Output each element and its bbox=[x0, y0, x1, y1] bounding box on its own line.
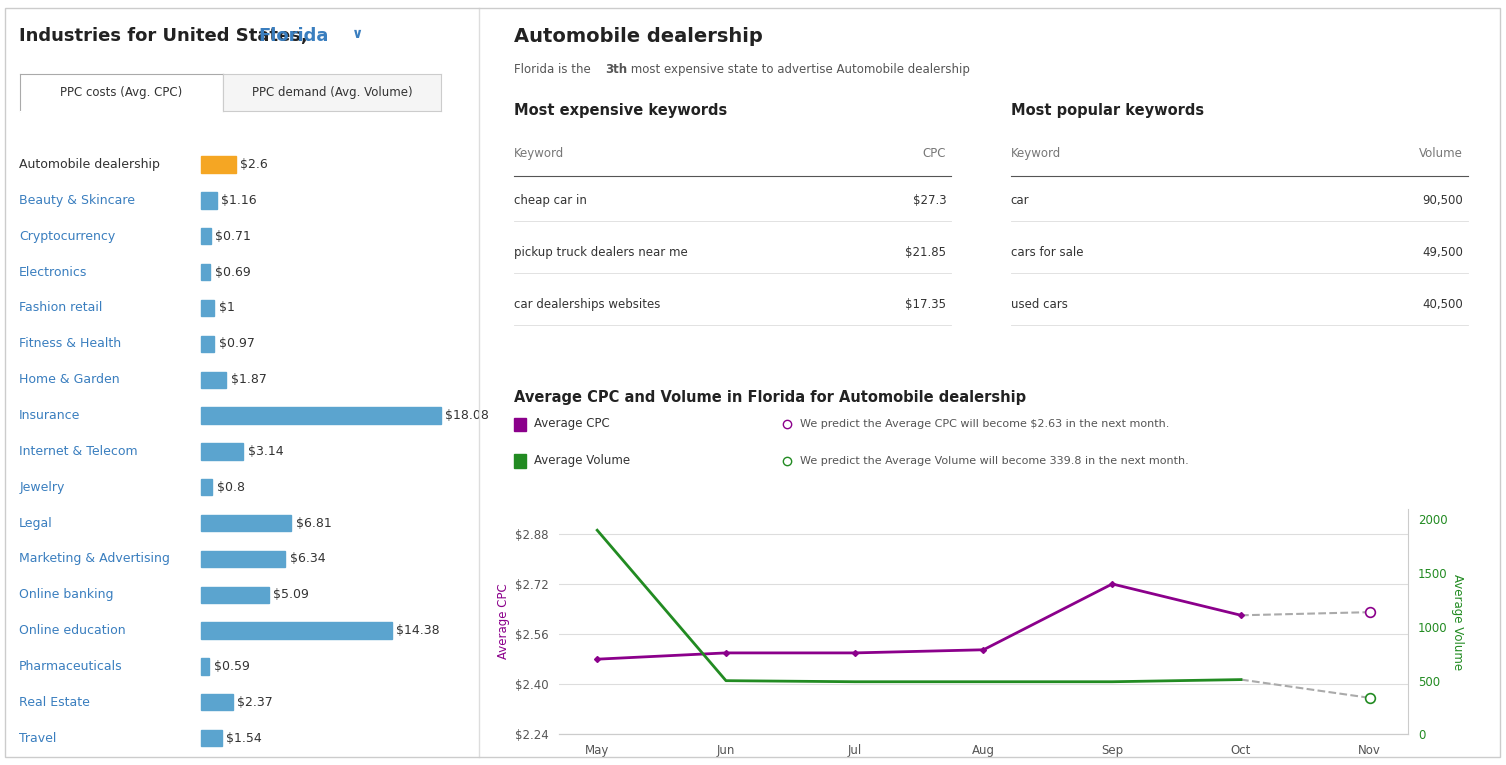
Text: 40,500: 40,500 bbox=[1422, 298, 1462, 311]
Text: Insurance: Insurance bbox=[20, 409, 80, 422]
Text: Average CPC: Average CPC bbox=[535, 418, 610, 430]
Text: Online banking: Online banking bbox=[20, 588, 113, 601]
Text: Travel: Travel bbox=[20, 731, 57, 744]
Text: $1.54: $1.54 bbox=[226, 731, 262, 744]
Text: $0.69: $0.69 bbox=[215, 265, 252, 278]
Text: Fitness & Health: Fitness & Health bbox=[20, 337, 122, 350]
Text: Real Estate: Real Estate bbox=[20, 696, 90, 708]
Text: PPC demand (Avg. Volume): PPC demand (Avg. Volume) bbox=[252, 86, 413, 99]
Text: $2.37: $2.37 bbox=[238, 696, 273, 708]
Y-axis label: Average Volume: Average Volume bbox=[1452, 574, 1464, 669]
Text: most expensive state to advertise Automobile dealership: most expensive state to advertise Automo… bbox=[626, 63, 970, 76]
Text: Internet & Telecom: Internet & Telecom bbox=[20, 445, 137, 457]
Bar bbox=[202, 443, 242, 460]
Text: Legal: Legal bbox=[20, 516, 53, 529]
Text: used cars: used cars bbox=[1011, 298, 1068, 311]
Bar bbox=[202, 264, 211, 280]
Text: 3th: 3th bbox=[605, 63, 628, 76]
Text: We predict the Average CPC will become $2.63 in the next month.: We predict the Average CPC will become $… bbox=[800, 418, 1170, 429]
Text: Average CPC and Volume in Florida for Automobile dealership: Average CPC and Volume in Florida for Au… bbox=[514, 390, 1026, 405]
Text: cheap car in: cheap car in bbox=[514, 194, 587, 207]
Text: $1: $1 bbox=[220, 301, 235, 314]
Bar bbox=[202, 300, 214, 316]
Text: $5.09: $5.09 bbox=[274, 588, 309, 601]
Text: Most popular keywords: Most popular keywords bbox=[1011, 103, 1203, 119]
Bar bbox=[514, 418, 527, 431]
Bar bbox=[202, 515, 291, 531]
Text: ∨: ∨ bbox=[352, 27, 363, 41]
Text: $3.14: $3.14 bbox=[247, 445, 283, 457]
Text: Home & Garden: Home & Garden bbox=[20, 373, 120, 386]
Text: Average Volume: Average Volume bbox=[535, 454, 631, 467]
Text: $18.08: $18.08 bbox=[446, 409, 489, 422]
Text: Cryptocurrency: Cryptocurrency bbox=[20, 230, 116, 243]
Text: Keyword: Keyword bbox=[514, 147, 565, 160]
Bar bbox=[202, 730, 221, 747]
Text: 90,500: 90,500 bbox=[1422, 194, 1462, 207]
Text: $0.97: $0.97 bbox=[218, 337, 255, 350]
Text: Electronics: Electronics bbox=[20, 265, 87, 278]
Text: Volume: Volume bbox=[1419, 147, 1462, 160]
Text: $27.3: $27.3 bbox=[913, 194, 946, 207]
Text: $0.59: $0.59 bbox=[214, 660, 250, 673]
Text: $0.8: $0.8 bbox=[217, 480, 244, 493]
Bar bbox=[202, 407, 441, 424]
Bar bbox=[202, 479, 212, 496]
Text: car: car bbox=[1011, 194, 1030, 207]
Bar bbox=[202, 694, 232, 711]
Text: Pharmaceuticals: Pharmaceuticals bbox=[20, 660, 123, 673]
Text: Beauty & Skincare: Beauty & Skincare bbox=[20, 194, 136, 207]
Text: Fashion retail: Fashion retail bbox=[20, 301, 102, 314]
Text: pickup truck dealers near me: pickup truck dealers near me bbox=[514, 246, 688, 259]
Bar bbox=[202, 336, 214, 352]
Bar bbox=[514, 454, 527, 468]
Text: We predict the Average Volume will become 339.8 in the next month.: We predict the Average Volume will becom… bbox=[800, 455, 1188, 466]
Bar bbox=[202, 228, 211, 245]
Text: Florida: Florida bbox=[259, 27, 328, 45]
Text: $17.35: $17.35 bbox=[905, 298, 946, 311]
Text: $0.71: $0.71 bbox=[215, 230, 252, 243]
Bar bbox=[202, 372, 226, 388]
Text: Most expensive keywords: Most expensive keywords bbox=[514, 103, 727, 119]
Text: Keyword: Keyword bbox=[1011, 147, 1062, 160]
Text: Automobile dealership: Automobile dealership bbox=[514, 27, 762, 46]
Text: CPC: CPC bbox=[923, 147, 946, 160]
Text: Online education: Online education bbox=[20, 624, 127, 637]
Text: cars for sale: cars for sale bbox=[1011, 246, 1083, 259]
Text: Jewelry: Jewelry bbox=[20, 480, 65, 493]
Text: PPC costs (Avg. CPC): PPC costs (Avg. CPC) bbox=[60, 86, 182, 99]
Text: $14.38: $14.38 bbox=[396, 624, 440, 637]
Bar bbox=[202, 658, 209, 675]
Text: 49,500: 49,500 bbox=[1422, 246, 1462, 259]
Bar bbox=[202, 551, 285, 567]
Text: car dealerships websites: car dealerships websites bbox=[514, 298, 660, 311]
Text: $1.87: $1.87 bbox=[230, 373, 267, 386]
Text: Florida is the: Florida is the bbox=[514, 63, 595, 76]
Text: $2.6: $2.6 bbox=[241, 158, 268, 171]
Bar bbox=[202, 156, 235, 173]
Text: Marketing & Advertising: Marketing & Advertising bbox=[20, 552, 170, 565]
Y-axis label: Average CPC: Average CPC bbox=[497, 584, 509, 659]
Bar bbox=[202, 192, 217, 209]
Text: Automobile dealership: Automobile dealership bbox=[20, 158, 160, 171]
Bar bbox=[202, 587, 268, 603]
Text: $6.81: $6.81 bbox=[297, 516, 331, 529]
Text: $1.16: $1.16 bbox=[221, 194, 258, 207]
Text: Industries for United States,: Industries for United States, bbox=[20, 27, 307, 45]
Bar bbox=[202, 623, 392, 639]
Text: $21.85: $21.85 bbox=[905, 246, 946, 259]
Text: $6.34: $6.34 bbox=[289, 552, 325, 565]
